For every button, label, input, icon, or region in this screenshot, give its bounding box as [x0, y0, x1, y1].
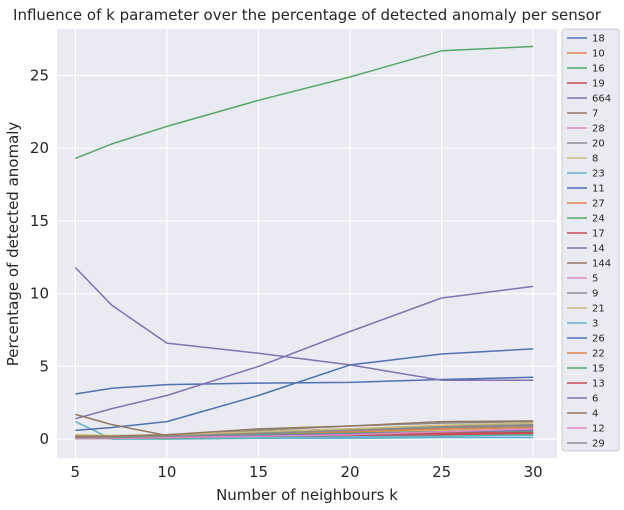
legend-label: 11 [592, 184, 605, 195]
series-line-16 [75, 45, 534, 160]
y-tick-label: 0 [39, 430, 49, 448]
legend-label: 21 [592, 304, 605, 315]
legend-box [561, 28, 620, 452]
legend-label: 23 [592, 169, 605, 180]
legend-label: 14 [592, 244, 605, 255]
chart-title: Influence of k parameter over the percen… [13, 6, 602, 24]
legend-label: 28 [592, 124, 605, 135]
legend-label: 3 [592, 319, 598, 330]
y-tick-labels: 0 5 10 15 20 25 [30, 67, 49, 449]
legend-label: 8 [592, 154, 598, 165]
legend-label: 9 [592, 289, 598, 300]
series-lines [74, 45, 534, 440]
legend-label: 664 [592, 94, 611, 105]
series-line-4 [75, 420, 534, 437]
x-tick-labels: 5 10 15 20 25 30 [71, 463, 543, 481]
legend-label: 16 [592, 64, 605, 75]
legend-label: 144 [592, 259, 611, 270]
legend-label: 10 [592, 49, 605, 60]
legend-label: 19 [592, 79, 605, 90]
legend-label: 22 [592, 349, 605, 360]
legend-label: 7 [592, 109, 598, 120]
legend-label: 4 [592, 409, 598, 420]
y-axis-label: Percentage of detected anomaly [4, 122, 22, 367]
legend-label: 15 [592, 364, 605, 375]
legend-label: 20 [592, 139, 605, 150]
legend-label: 26 [592, 334, 605, 345]
legend-label: 24 [592, 214, 605, 225]
x-tick-label: 20 [340, 463, 359, 481]
y-tick-label: 25 [30, 67, 49, 85]
y-tick-label: 20 [30, 139, 49, 157]
x-tick-label: 30 [524, 463, 543, 481]
series-line-29 [75, 425, 534, 439]
x-tick-label: 5 [71, 463, 81, 481]
y-tick-label: 10 [30, 285, 49, 303]
legend-label: 29 [592, 439, 605, 450]
series-line-12 [75, 428, 534, 440]
legend: 18 10 16 19 664 7 28 20 8 23 11 27 24 17 14 144 5 9 21 3 26 2… [561, 28, 620, 452]
series-line-14 [75, 285, 534, 420]
x-axis-label: Number of neighbours k [216, 486, 398, 504]
x-tick-label: 25 [432, 463, 451, 481]
series-line-11 [75, 348, 534, 432]
legend-label: 6 [592, 394, 598, 405]
legend-label: 17 [592, 229, 605, 240]
series-line-664 [74, 266, 534, 381]
legend-label: 13 [592, 379, 605, 390]
legend-label: 5 [592, 274, 598, 285]
y-tick-label: 5 [39, 357, 49, 375]
x-tick-label: 10 [157, 463, 176, 481]
legend-label: 12 [592, 424, 605, 435]
legend-label: 18 [592, 34, 605, 45]
y-tick-label: 15 [30, 212, 49, 230]
plot-area [57, 29, 557, 458]
x-tick-label: 15 [249, 463, 268, 481]
legend-label: 27 [592, 199, 605, 210]
